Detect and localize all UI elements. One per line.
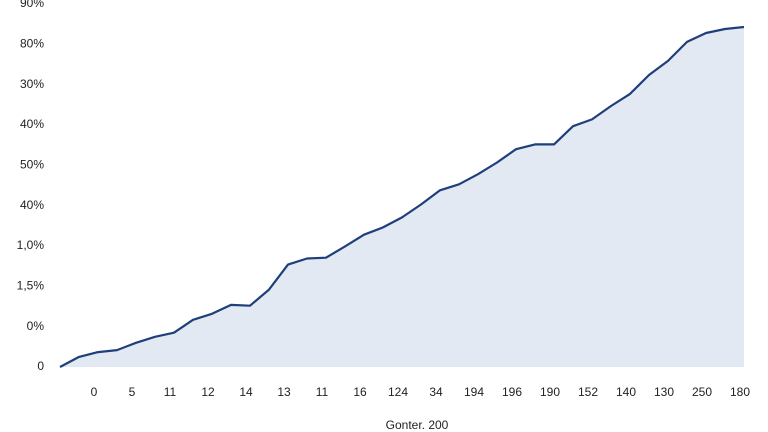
x-tick-label: 250: [692, 385, 712, 399]
x-tick-label: 152: [578, 385, 598, 399]
y-tick-label: 80%: [20, 37, 44, 51]
x-tick-label: 0: [91, 385, 98, 399]
x-tick-label: 12: [201, 385, 215, 399]
x-tick-label: 180: [730, 385, 750, 399]
x-tick-label: 11: [316, 385, 329, 399]
x-tick-label: 196: [502, 385, 522, 399]
y-tick-label: 30%: [20, 77, 44, 91]
x-tick-label: 194: [464, 385, 484, 399]
x-tick-label: 190: [540, 385, 560, 399]
line: [59, 25, 745, 368]
y-tick-label: 0%: [27, 319, 45, 333]
x-tick-label: 130: [654, 385, 674, 399]
y-tick-label: 40%: [20, 198, 44, 212]
x-tick-label: 14: [239, 385, 253, 399]
area-fill: [60, 27, 744, 367]
y-tick-label: 50%: [20, 158, 44, 172]
x-tick-label: 13: [277, 385, 291, 399]
y-tick-label: 1,5%: [17, 279, 45, 293]
x-tick-label: 16: [353, 385, 367, 399]
x-tick-label: 34: [429, 385, 443, 399]
x-tick-label: 124: [388, 385, 408, 399]
x-tick-label: 5: [129, 385, 136, 399]
y-tick-label: 0: [37, 359, 44, 373]
y-tick-label: 90%: [20, 0, 44, 10]
y-tick-label: 40%: [20, 117, 44, 131]
x-tick-label: 140: [616, 385, 636, 399]
x-axis-title: Gonter. 200: [386, 418, 449, 432]
y-tick-label: 1,0%: [17, 238, 45, 252]
x-tick-label: 11: [164, 385, 177, 399]
